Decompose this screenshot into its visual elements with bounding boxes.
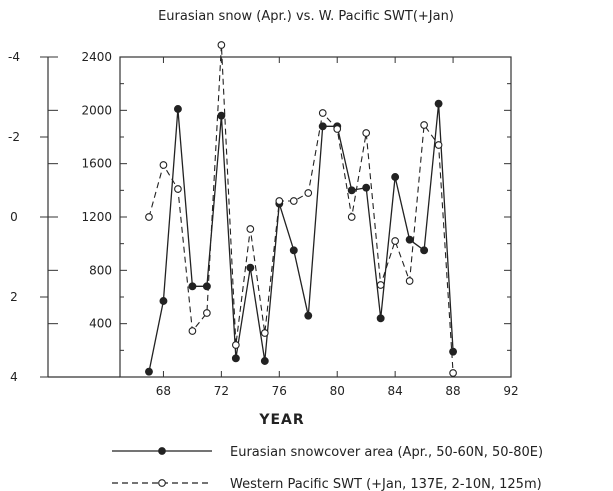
- data-point-series-2: [318, 109, 327, 117]
- x-tick-label: 84: [388, 384, 403, 398]
- legend-marker-1: [158, 447, 166, 455]
- data-point-series-2: [347, 213, 356, 221]
- data-point-series-1: [159, 297, 168, 305]
- data-point-series-1: [434, 99, 443, 108]
- x-tick-label: 88: [445, 384, 460, 398]
- data-point-series-1: [217, 111, 226, 120]
- data-point-series-2: [289, 197, 298, 205]
- data-point-series-2: [449, 369, 457, 377]
- y2-tick-label: -2: [8, 130, 20, 144]
- data-point-series-2: [260, 329, 269, 337]
- data-point-series-1: [231, 354, 240, 363]
- x-tick-label: 80: [330, 384, 345, 398]
- data-point-series-1: [391, 173, 400, 181]
- data-point-series-1: [145, 367, 153, 376]
- data-point-series-1: [376, 314, 385, 323]
- data-point-series-2: [203, 309, 211, 317]
- chart-title: Eurasian snow (Apr.) vs. W. Pacific SWT(…: [158, 9, 454, 24]
- y2-tick-label: 2: [10, 290, 18, 304]
- y2-tick-label: -4: [8, 50, 20, 64]
- data-point-series-1: [405, 235, 414, 244]
- x-tick-label: 76: [272, 384, 287, 398]
- data-point-series-1: [246, 263, 255, 272]
- data-point-series-2: [434, 141, 443, 149]
- data-point-series-1: [202, 282, 211, 291]
- y-tick-label: 800: [89, 263, 112, 277]
- data-point-series-2: [232, 341, 240, 349]
- data-point-series-1: [420, 246, 429, 255]
- data-point-series-2: [391, 237, 399, 245]
- data-point-series-1: [449, 347, 458, 356]
- data-point-series-2: [246, 225, 255, 233]
- data-point-series-2: [405, 277, 414, 285]
- legend-marker-2: [158, 479, 166, 487]
- data-point-series-2: [304, 189, 313, 197]
- y2-tick-label: 0: [10, 210, 18, 224]
- data-point-series-2: [362, 129, 371, 137]
- data-point-series-2: [333, 125, 342, 133]
- series-line-2: [148, 44, 454, 374]
- data-point-series-1: [304, 311, 313, 320]
- y-tick-label: 2400: [81, 50, 112, 64]
- legend-label-1: Eurasian snowcover area (Apr., 50-60N, 5…: [230, 445, 543, 460]
- legend-label-2: Western Pacific SWT (+Jan, 137E, 2-10N, …: [230, 477, 542, 491]
- data-point-series-2: [420, 121, 428, 129]
- y-tick-label: 1200: [81, 210, 112, 224]
- y-tick-label: 400: [89, 317, 112, 331]
- data-point-series-1: [260, 357, 269, 365]
- y2-tick-label: 4: [10, 370, 18, 384]
- data-point-series-1: [347, 186, 356, 195]
- data-point-series-2: [159, 161, 168, 169]
- series-line-1: [148, 103, 454, 372]
- x-tick-label: 68: [156, 384, 171, 398]
- data-point-series-1: [188, 282, 197, 291]
- data-point-series-2: [145, 213, 153, 221]
- data-point-series-2: [217, 41, 226, 49]
- data-point-series-2: [174, 185, 182, 193]
- x-tick-label: 92: [503, 384, 518, 398]
- data-point-series-2: [275, 197, 284, 205]
- data-point-series-1: [173, 105, 182, 113]
- data-point-series-1: [289, 246, 298, 255]
- y-tick-label: 2000: [81, 103, 112, 117]
- data-point-series-2: [188, 327, 197, 335]
- data-point-series-1: [362, 183, 371, 192]
- y-tick-label: 1600: [81, 157, 112, 171]
- data-point-series-2: [376, 281, 385, 289]
- x-tick-label: 72: [214, 384, 229, 398]
- x-axis-label: YEAR: [258, 412, 304, 428]
